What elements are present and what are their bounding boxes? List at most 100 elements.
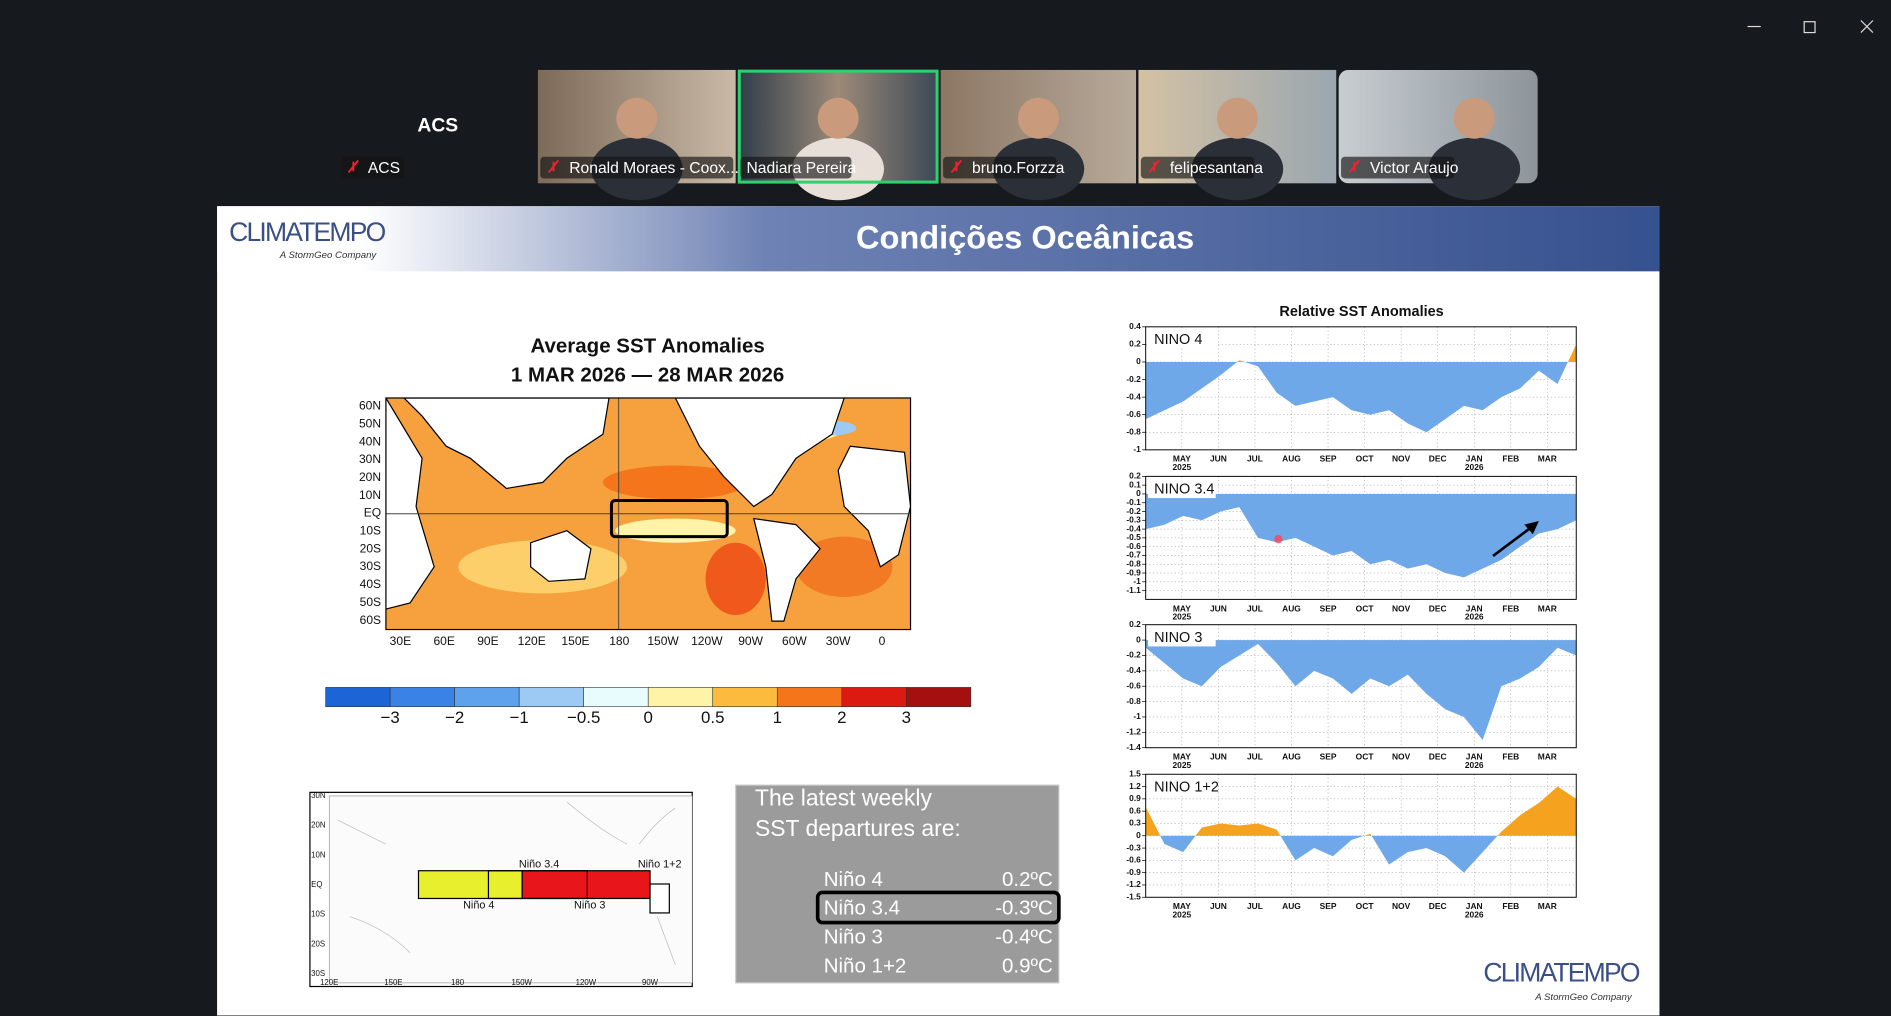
- colorbar-cell: [712, 687, 778, 708]
- highlight: [815, 890, 1061, 925]
- plot-frame: [1145, 475, 1577, 600]
- participant-tile[interactable]: bruno.Forzza: [940, 69, 1137, 201]
- face: [1017, 97, 1059, 139]
- lon-label: 0: [879, 634, 886, 648]
- sst-chart: MAY JUN JUL AUG SEP OCT NOV DEC JAN FEB MAR 2025 202…: [1126, 321, 1577, 472]
- year-label: 2025: [1172, 910, 1191, 920]
- month-label: AUG: [1282, 752, 1301, 762]
- month-label: DEC: [1429, 901, 1447, 911]
- y-tick-label: -0.6: [1126, 855, 1141, 865]
- month-label: DEC: [1429, 603, 1447, 613]
- weekly-box: [735, 784, 1060, 984]
- face: [1216, 97, 1258, 139]
- region-value: -0.4ºC: [995, 926, 1053, 949]
- anomaly-area: [1145, 344, 1577, 433]
- anomaly-patch: [795, 536, 893, 597]
- close-button[interactable]: [1860, 20, 1874, 33]
- lon-label: 30E: [390, 634, 411, 648]
- month-label: NOV: [1392, 752, 1411, 762]
- lon-label: 150E: [561, 634, 589, 648]
- host-name: ACS: [417, 116, 458, 137]
- month-label: MAR: [1538, 901, 1557, 911]
- y-tick-label: 0: [1136, 634, 1141, 644]
- muted-mic: [547, 159, 560, 174]
- lon-label: 180: [451, 978, 465, 987]
- lon-label: 90W: [642, 978, 659, 987]
- map-subtitle: 1 MAR 2026 — 28 MAR 2026: [511, 364, 784, 387]
- month-label: AUG: [1282, 901, 1301, 911]
- month-label: FEB: [1502, 752, 1519, 762]
- label-bg: [1148, 627, 1216, 647]
- restore-button[interactable]: [1803, 21, 1816, 34]
- colorbar-label: −0.5: [567, 708, 600, 727]
- lon-label: 90E: [477, 634, 498, 648]
- anomaly-patch: [705, 542, 766, 616]
- y-tick-label: -0.4: [1126, 391, 1141, 401]
- month-label: MAY: [1173, 901, 1191, 911]
- lat-label: 10S: [311, 910, 325, 919]
- y-tick-label: 0.2: [1129, 339, 1141, 349]
- y-tick-label: -1.2: [1126, 727, 1141, 737]
- lat-label: 60S: [360, 613, 381, 627]
- sst-chart: MAY JUN JUL AUG SEP OCT NOV DEC JAN FEB MAR 2025 202…: [1126, 619, 1577, 770]
- participant-tile[interactable]: Ronald Moraes - Coox...: [537, 69, 739, 201]
- y-tick-label: -0.2: [1126, 650, 1141, 660]
- year-label: 2025: [1172, 760, 1191, 770]
- y-tick-label: -0.5: [1126, 532, 1141, 542]
- participant-tile[interactable]: Nadiara Pereira: [737, 69, 939, 201]
- participant-tile[interactable]: felipesantana: [1138, 69, 1337, 201]
- sst-charts: MAY JUN JUL AUG SEP OCT NOV DEC JAN FEB MAR 2025 202…: [1126, 321, 1577, 920]
- lat-label: 50S: [360, 595, 381, 609]
- label-bg: [1148, 478, 1216, 499]
- name-tag: [740, 156, 852, 179]
- lon-label: 60E: [433, 634, 454, 648]
- name-tag: [1341, 156, 1455, 179]
- lon-label: 150E: [384, 978, 402, 987]
- region-value: 0.9ºC: [1002, 955, 1053, 978]
- panel-label: NINO 3.4: [1154, 481, 1214, 497]
- y-tick-label: -0.2: [1126, 374, 1141, 384]
- lon-label: 120W: [576, 978, 597, 987]
- month-label: OCT: [1356, 901, 1375, 911]
- y-tick-label: 0.6: [1129, 805, 1141, 815]
- y-tick-label: -1.2: [1126, 879, 1141, 889]
- muted-mic: [1348, 159, 1360, 174]
- colorbar-cell: [841, 687, 907, 708]
- lat-label: 50N: [359, 416, 381, 430]
- month-label: MAR: [1538, 752, 1557, 762]
- muted-mic: [950, 159, 962, 174]
- charts-title: Relative SST Anomalies: [1279, 304, 1443, 320]
- participant-tile[interactable]: Victor Araujo: [1338, 69, 1538, 201]
- y-tick-label: 0.9: [1129, 793, 1141, 803]
- month-label: MAR: [1538, 454, 1557, 464]
- y-tick-label: -1: [1133, 711, 1141, 721]
- colorbar-cell: [518, 687, 585, 708]
- y-tick-label: -0.3: [1126, 515, 1141, 525]
- lat-label: 20N: [359, 470, 381, 484]
- sst-map: [385, 397, 911, 630]
- month-label: SEP: [1320, 752, 1337, 762]
- month-label: JUL: [1247, 752, 1263, 762]
- person: [1428, 137, 1521, 201]
- anomaly-patch: [603, 465, 748, 500]
- lat-label: 10N: [359, 488, 381, 502]
- year-label: 2026: [1465, 462, 1484, 472]
- month-label: OCT: [1356, 454, 1375, 464]
- active-speaker: [737, 69, 939, 184]
- lat-label: 60N: [359, 399, 381, 413]
- land: [752, 517, 821, 622]
- lon-label: 120E: [320, 978, 338, 987]
- logo: CLIMATEMPO: [229, 217, 385, 247]
- month-label: NOV: [1392, 901, 1411, 911]
- colorbar-label: −3: [381, 708, 400, 727]
- y-tick-label: 1.5: [1129, 768, 1141, 778]
- scaled-layer: ACS ACS Ronald Moraes - Coox... Nadiara Pe…: [217, 20, 1874, 1016]
- colorbar-cell: [776, 687, 843, 708]
- region-value: 0.2ºC: [1002, 868, 1053, 891]
- lat-label: 20S: [360, 541, 381, 555]
- lat-label: 30S: [311, 969, 325, 978]
- land: [837, 445, 911, 568]
- lat-label: EQ: [311, 880, 322, 889]
- y-tick-label: -0.8: [1126, 558, 1141, 568]
